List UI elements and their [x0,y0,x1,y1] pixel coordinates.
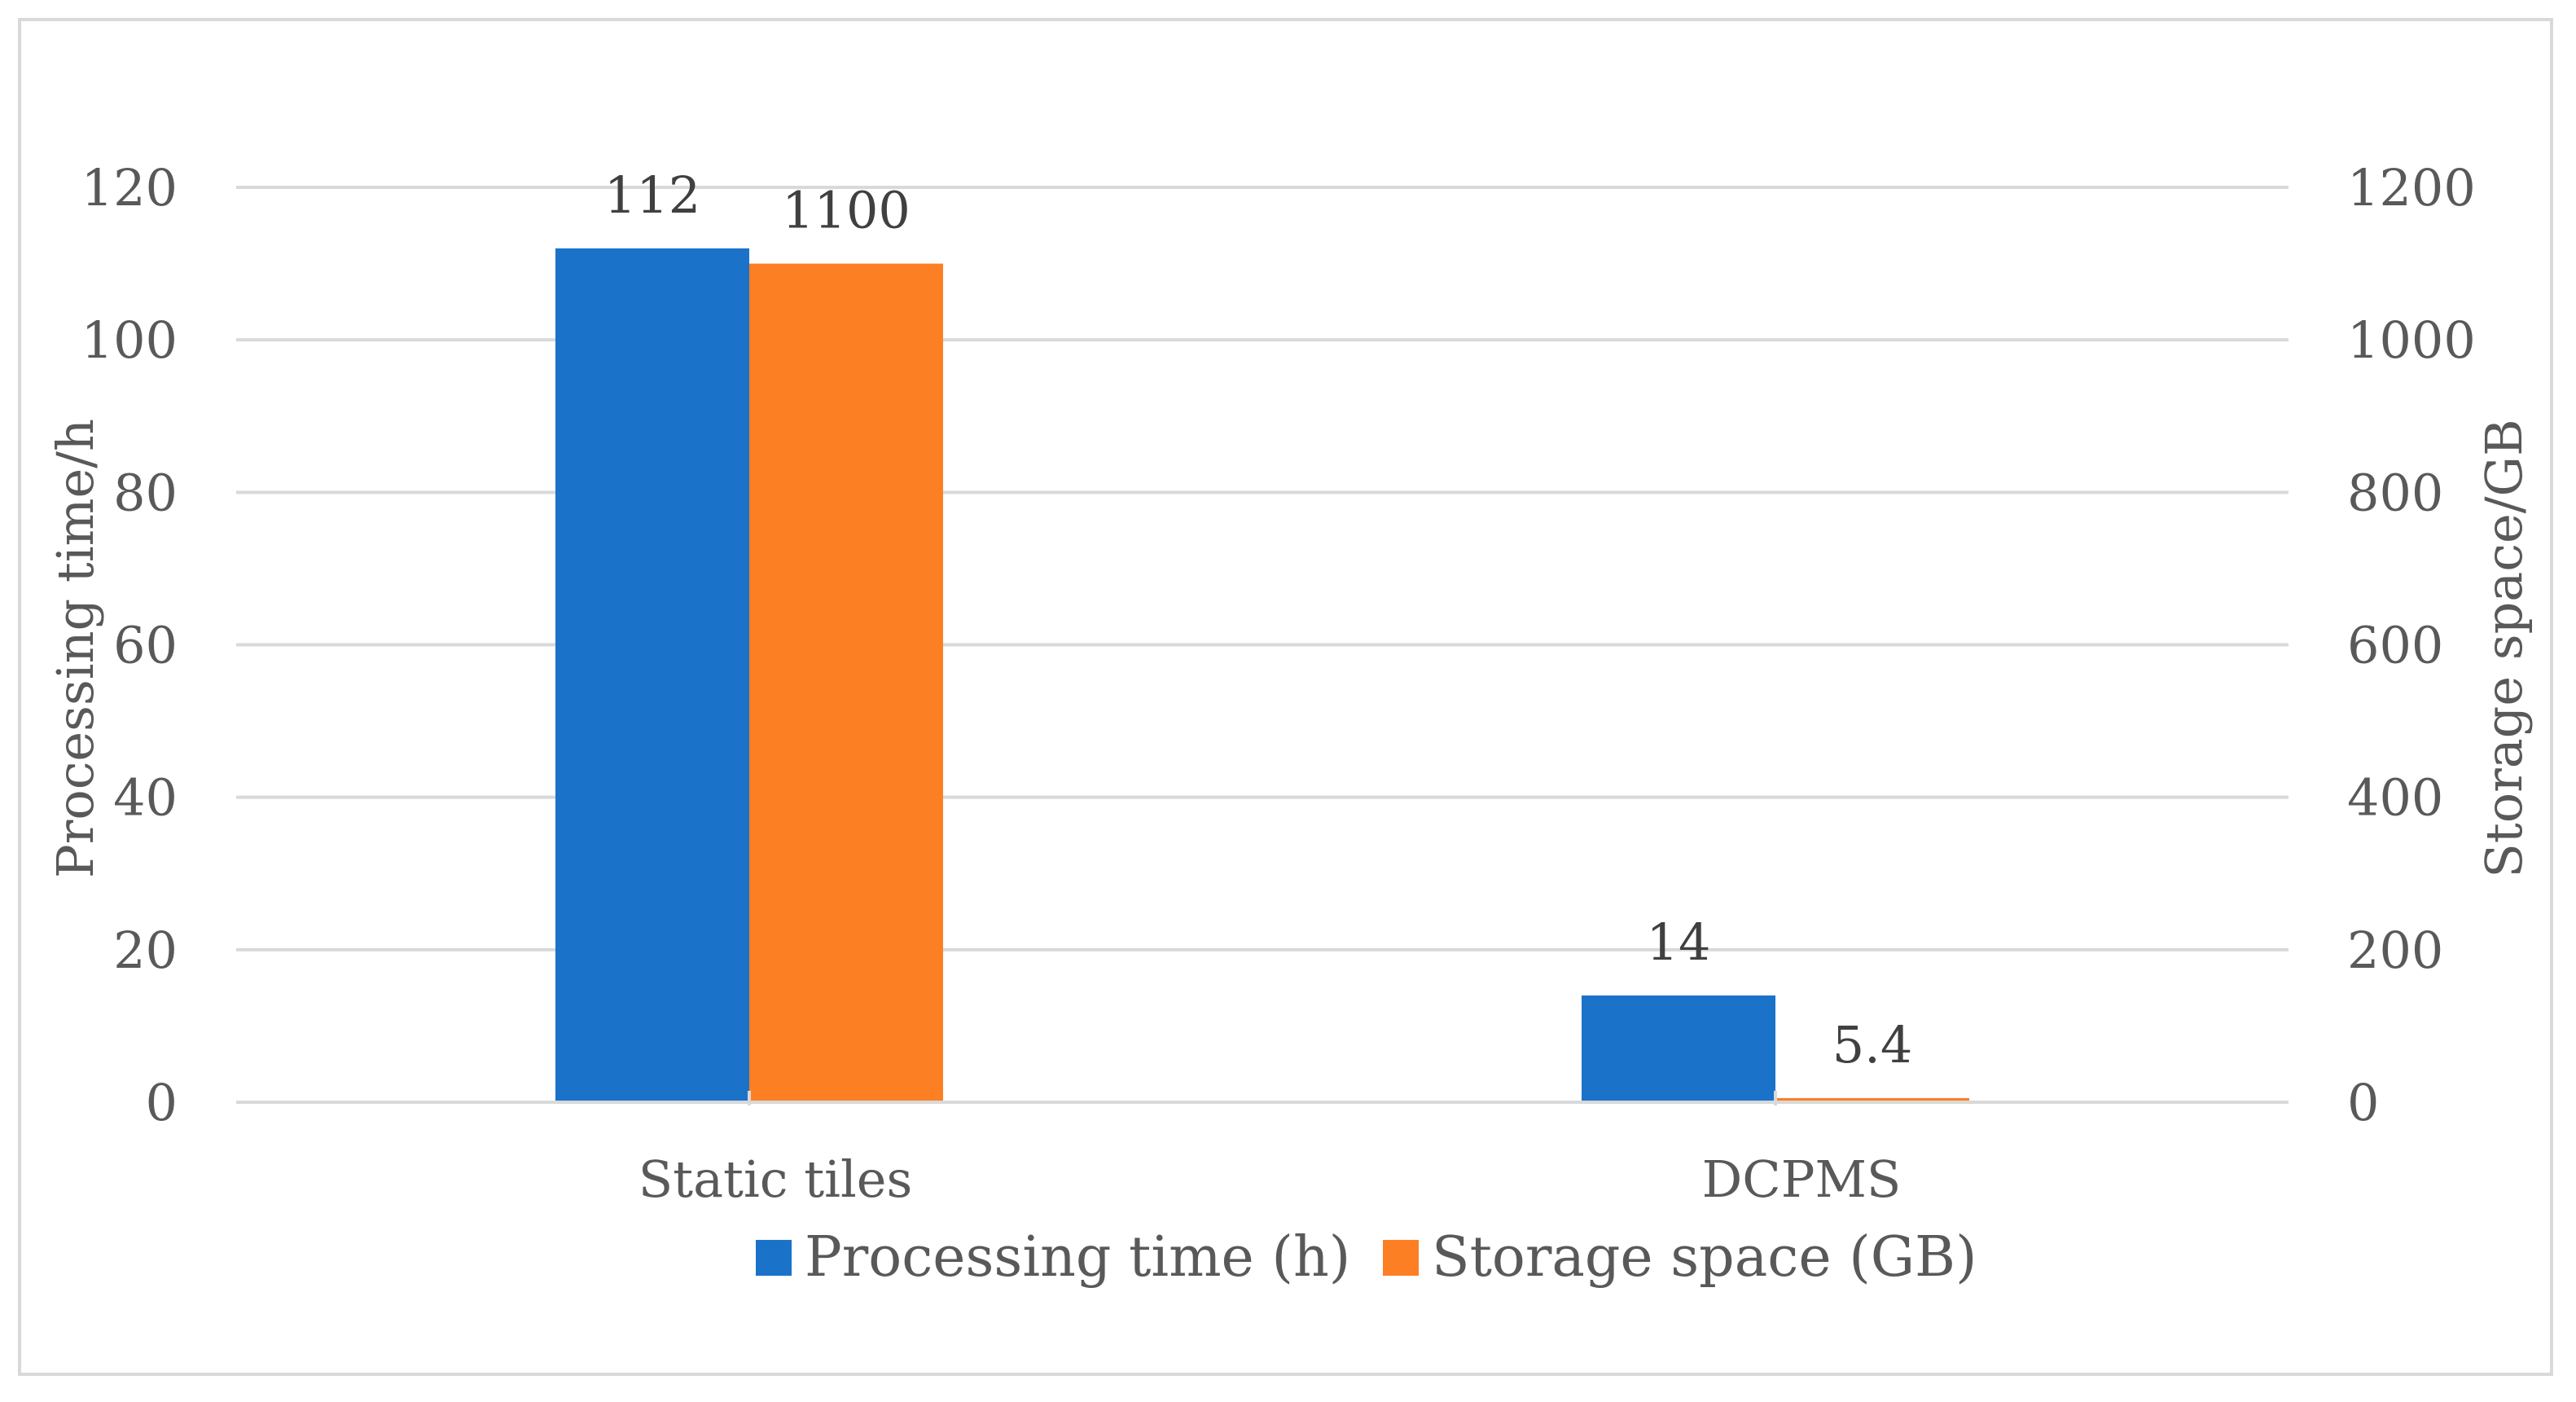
y-tick-label: 100 [81,310,178,370]
y-axis-title: Processing time/h [46,419,105,878]
legend-label: Processing time (h) [805,1225,1350,1290]
y-tick-label: 80 [113,463,178,522]
legend-swatch [1383,1240,1419,1276]
y2-tick-label: 1200 [2347,158,2476,218]
y-tick-label: 120 [81,158,178,218]
x-tick-label: DCPMS [1702,1149,1902,1209]
data-label: 112 [604,165,700,225]
y-tick-label: 20 [113,921,178,980]
legend-swatch [756,1240,792,1276]
data-label: 5.4 [1832,1015,1913,1075]
y-tick-label: 40 [113,768,178,828]
data-label: 14 [1647,912,1711,972]
y2-tick-label: 1000 [2347,310,2476,370]
y2-tick-label: 800 [2347,463,2443,522]
y2-tick-label: 600 [2347,616,2443,675]
bar [1582,995,1775,1102]
bar [749,263,943,1102]
chart-frame: 0 20 40 60 80 100 120 0 200 400 600 800 1000 1200 11… [18,18,2553,1376]
data-label: 1100 [782,181,911,240]
dual-axis-bar-chart: 0 20 40 60 80 100 120 0 200 400 600 800 1000 1200 11… [46,158,2534,1290]
bar [1775,1097,1969,1102]
y2-axis-title: Storage space/GB [2474,419,2534,877]
legend: Processing time (h) Storage space (GB) [756,1225,1977,1290]
y2-tick-label: 400 [2347,768,2443,828]
x-tick-label: Static tiles [639,1149,913,1209]
y2-tick-label: 200 [2347,921,2443,980]
legend-label: Storage space (GB) [1432,1225,1977,1290]
y2-tick-label: 0 [2347,1073,2379,1132]
bar [555,248,749,1102]
y-tick-label: 60 [113,616,178,675]
y-tick-label: 0 [146,1073,178,1132]
